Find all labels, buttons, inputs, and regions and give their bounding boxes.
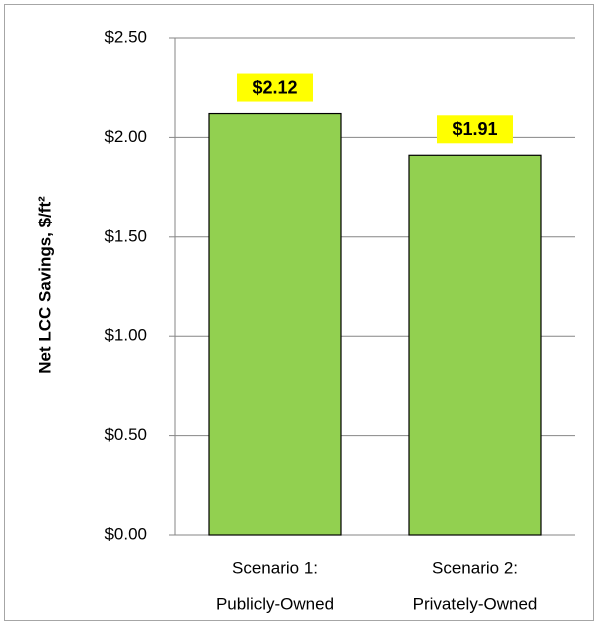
value-label-bg [237, 73, 313, 102]
x-tick-label: Privately-Owned [413, 594, 538, 613]
y-tick-label: $1.50 [104, 226, 147, 245]
value-label: $2.12 [252, 77, 297, 97]
value-label-bg [437, 115, 513, 144]
y-tick-label: $1.00 [104, 326, 147, 345]
x-tick-label: Publicly-Owned [216, 594, 334, 613]
y-tick-label: $2.50 [104, 27, 147, 46]
y-tick-label: $2.00 [104, 127, 147, 146]
x-tick-label: Scenario 2: [432, 558, 518, 577]
y-tick-label: $0.50 [104, 425, 147, 444]
bar [208, 112, 342, 536]
x-tick-label: Scenario 1: [232, 558, 318, 577]
y-tick-label: $0.00 [104, 524, 147, 543]
bar [408, 154, 542, 536]
value-label: $1.91 [452, 119, 497, 139]
y-axis-label: Net LCC Savings, $/ft² [35, 196, 54, 374]
